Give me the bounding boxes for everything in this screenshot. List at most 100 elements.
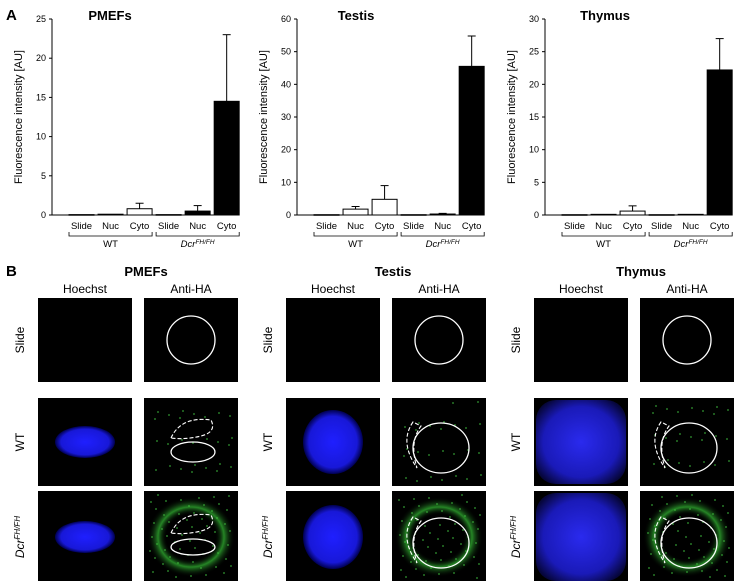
speckle <box>690 543 692 545</box>
speckle <box>440 428 442 430</box>
speckle <box>218 503 220 505</box>
bar <box>400 214 427 216</box>
speckle <box>404 541 406 543</box>
speckle <box>672 523 674 525</box>
speckle <box>689 465 691 467</box>
antiha-tile <box>640 298 734 382</box>
speckle <box>466 501 468 503</box>
speckle <box>205 467 207 469</box>
chart-title: Thymus <box>580 8 630 23</box>
speckle <box>411 512 413 514</box>
y-tick-label: 10 <box>36 132 46 142</box>
speckle <box>157 411 159 413</box>
nucleus <box>536 400 626 484</box>
bar <box>68 214 95 216</box>
speckle <box>453 453 455 455</box>
speckle <box>686 571 688 573</box>
bar <box>126 208 153 216</box>
y-tick-label: 25 <box>36 14 46 24</box>
speckle <box>206 438 208 440</box>
speckle <box>648 567 650 569</box>
panel-a-label: A <box>6 7 17 24</box>
speckle <box>676 495 678 497</box>
chart-thymus: Thymus 0 5 10 15 20 25 30 Fluorescence intensity… <box>506 8 733 250</box>
speckle <box>203 504 205 506</box>
speckle <box>461 494 463 496</box>
speckle <box>450 551 452 553</box>
speckle <box>714 499 716 501</box>
group-label: WT <box>103 239 118 250</box>
speckle <box>665 437 667 439</box>
group-bracket <box>561 232 646 237</box>
speckle <box>403 455 405 457</box>
speckle <box>405 477 407 479</box>
speckle <box>156 543 158 545</box>
speckle <box>224 523 226 525</box>
speckle <box>478 563 480 565</box>
nucleus-outline <box>170 441 216 463</box>
group-label: WT <box>596 239 611 250</box>
speckle <box>477 401 479 403</box>
speckle <box>155 469 157 471</box>
speckle <box>176 527 178 529</box>
panel-b-label: B <box>6 263 17 280</box>
speckle <box>211 510 213 512</box>
speckle <box>181 439 183 441</box>
antiha-tile <box>392 298 486 382</box>
region-outline <box>414 315 464 365</box>
speckle <box>410 561 412 563</box>
nucleus <box>536 493 626 581</box>
speckle <box>191 471 193 473</box>
speckle <box>194 547 196 549</box>
group-bracket <box>400 232 485 237</box>
bar <box>97 213 124 216</box>
category-label: Cyto <box>710 221 730 232</box>
speckle <box>700 535 702 537</box>
speckle <box>216 517 218 519</box>
speckle <box>690 436 692 438</box>
column-label-hoechst: Hoechst <box>559 282 604 296</box>
y-tick-label: 15 <box>529 112 539 122</box>
y-tick-label: 10 <box>281 177 291 187</box>
speckle <box>189 540 191 542</box>
speckle <box>677 530 679 532</box>
speckle <box>653 463 655 465</box>
speckle <box>206 525 208 527</box>
category-label: Slide <box>651 221 672 232</box>
speckle <box>215 566 217 568</box>
speckle <box>661 496 663 498</box>
speckle <box>647 532 649 534</box>
speckle <box>435 552 437 554</box>
y-tick-label: 60 <box>281 14 291 24</box>
speckle <box>679 433 681 435</box>
speckle <box>704 432 706 434</box>
speckle <box>713 548 715 550</box>
speckle <box>476 577 478 579</box>
y-tick-label: 15 <box>36 92 46 102</box>
category-label: Nuc <box>434 221 451 232</box>
speckle <box>473 556 475 558</box>
row-label: WT <box>13 432 27 451</box>
speckle <box>460 543 462 545</box>
speckle <box>165 500 167 502</box>
nucleus-outline <box>412 517 470 569</box>
speckle <box>230 466 232 468</box>
row-label: WT <box>261 432 275 451</box>
bar <box>155 214 182 216</box>
y-tick-label: 20 <box>36 53 46 63</box>
category-label: Cyto <box>130 221 150 232</box>
speckle <box>666 408 668 410</box>
speckle <box>721 554 723 556</box>
tissue-title: Thymus <box>616 264 666 279</box>
speckle <box>464 515 466 517</box>
speckle <box>724 575 726 577</box>
speckle <box>697 514 699 516</box>
speckle <box>201 518 203 520</box>
speckle <box>462 529 464 531</box>
speckle <box>655 405 657 407</box>
y-tick-label: 20 <box>529 79 539 89</box>
speckle <box>424 525 426 527</box>
bar-charts: PMEFs 0 5 10 15 20 25 Fluorescence intensity [A… <box>13 8 733 250</box>
speckle <box>199 532 201 534</box>
